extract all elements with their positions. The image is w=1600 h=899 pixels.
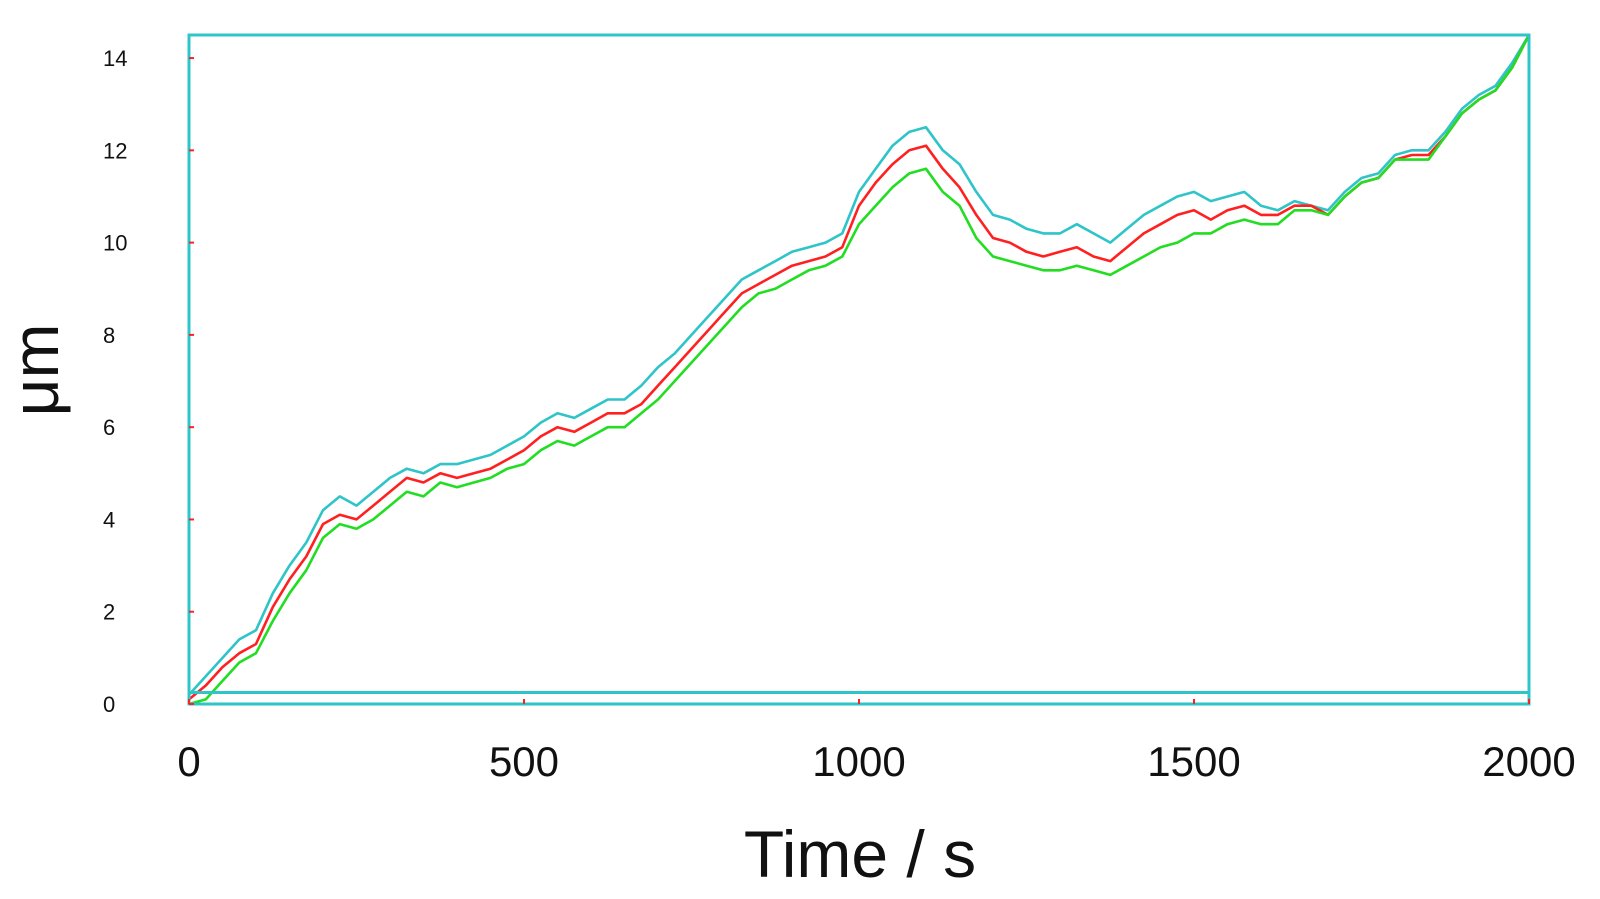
x-tick-label: 2000 [1482, 738, 1575, 785]
y-tick-label: 8 [103, 323, 115, 348]
x-ticks: 0 500 1000 1500 2000 [177, 699, 1576, 785]
series-line-1 [188, 34, 1531, 696]
y-tick-label: 4 [103, 507, 115, 532]
y-ticks: 0 2 4 6 8 10 12 14 [103, 46, 194, 717]
plot-frame [187, 33, 1531, 706]
y-tick-label: 2 [103, 600, 115, 625]
x-tick-label: 1500 [1147, 738, 1240, 785]
y-axis-title: μm [0, 323, 72, 416]
series-line-2 [188, 34, 1531, 701]
y-tick-label: 10 [103, 231, 127, 256]
y-tick-label: 12 [103, 138, 127, 163]
x-tick-label: 1000 [812, 738, 905, 785]
x-tick-label: 0 [177, 738, 200, 785]
y-tick-label: 6 [103, 415, 115, 440]
y-tick-label: 14 [103, 46, 127, 71]
x-tick-label: 500 [489, 738, 559, 785]
x-axis-title: Time / s [744, 817, 976, 891]
series-layer [188, 34, 1531, 706]
series-line-3 [188, 34, 1531, 706]
y-tick-label: 0 [103, 692, 115, 717]
